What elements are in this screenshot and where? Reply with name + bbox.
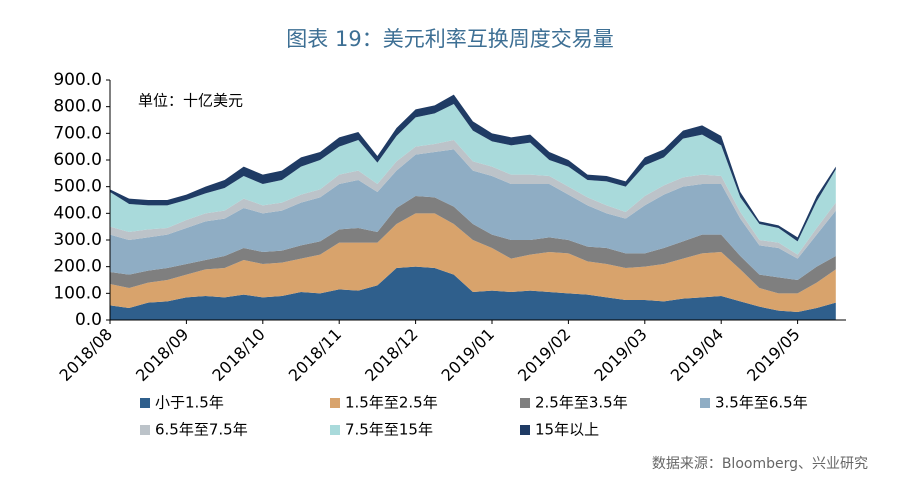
x-tick-label: 2018/09 (132, 325, 192, 385)
legend-label: 3.5年至6.5年 (715, 394, 808, 412)
y-tick-label: 400.0 (53, 203, 102, 223)
y-tick-label: 500.0 (53, 177, 102, 197)
x-tick-label: 2018/08 (56, 325, 116, 385)
legend-swatch (700, 398, 710, 408)
area (110, 213, 836, 312)
y-tick-label: 0.0 (75, 310, 102, 330)
unit-annotation: 单位：十亿美元 (138, 92, 243, 110)
area (110, 104, 836, 255)
legend-label: 小于1.5年 (155, 394, 224, 412)
x-tick-label: 2018/11 (285, 325, 345, 385)
y-tick-label: 900.0 (53, 70, 102, 90)
area (110, 94, 836, 242)
x-tick-label: 2018/12 (361, 325, 421, 385)
y-tick-label: 200.0 (53, 257, 102, 277)
legend-label: 7.5年至15年 (345, 421, 433, 439)
area (110, 140, 836, 259)
y-tick-label: 100.0 (53, 283, 102, 303)
source-note: 数据来源：Bloomberg、兴业研究 (652, 456, 868, 472)
area (110, 196, 836, 294)
x-tick-label: 2019/01 (438, 325, 498, 385)
legend-swatch (520, 425, 530, 435)
x-tick-label: 2019/02 (514, 325, 574, 385)
y-tick-label: 600.0 (53, 150, 102, 170)
legend-swatch (520, 398, 530, 408)
x-tick-label: 2019/03 (590, 325, 650, 385)
y-tick-label: 300.0 (53, 230, 102, 250)
legend-label: 15年以上 (535, 421, 599, 439)
area (110, 149, 836, 280)
legend-label: 6.5年至7.5年 (155, 421, 248, 439)
legend-swatch (140, 398, 150, 408)
legend-swatch (330, 398, 340, 408)
x-tick-label: 2018/10 (208, 325, 268, 385)
legend-label: 1.5年至2.5年 (345, 394, 438, 412)
y-tick-label: 700.0 (53, 123, 102, 143)
x-tick-label: 2019/04 (667, 325, 727, 385)
chart-title: 图表 19：美元利率互换周度交易量 (286, 27, 613, 51)
legend-label: 2.5年至3.5年 (535, 394, 628, 412)
legend-swatch (330, 425, 340, 435)
y-tick-label: 800.0 (53, 97, 102, 117)
x-tick-label: 2019/05 (743, 325, 803, 385)
area (110, 266, 836, 320)
legend-swatch (140, 425, 150, 435)
